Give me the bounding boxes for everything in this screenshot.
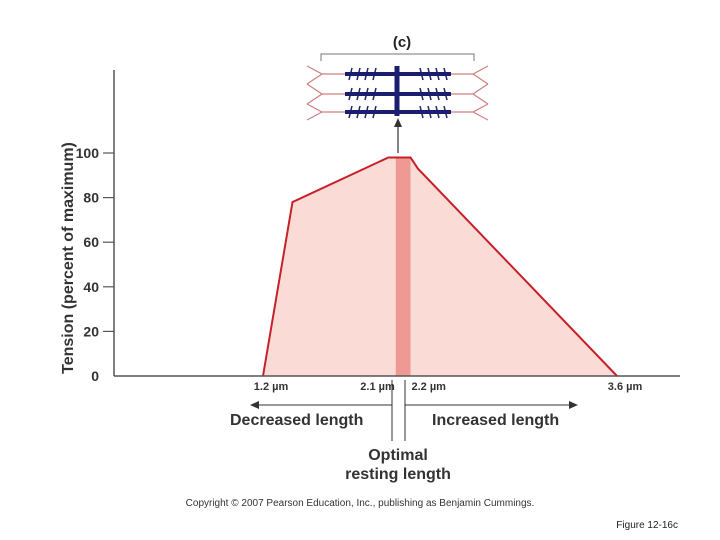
sarcomere-bracket <box>320 53 475 61</box>
tension-curve-line <box>262 156 618 377</box>
myosin-head <box>443 87 448 101</box>
myosin-head <box>419 87 424 101</box>
myosin-head <box>427 87 432 101</box>
x-ticks: 1.2 µm 2.1 µm 2.2 µm 3.6 µm <box>254 381 643 393</box>
figure-label: Figure 12-16c <box>616 520 678 531</box>
optimal-label-line1: Optimal <box>368 447 428 464</box>
myosin-head <box>348 87 353 101</box>
myosin-head <box>443 67 448 81</box>
myosin-head <box>419 105 424 119</box>
myosin-head <box>364 105 369 119</box>
increased-length-label: Increased length <box>432 412 559 429</box>
panel-label: (c) <box>393 34 411 51</box>
myosin-head <box>435 105 440 119</box>
myosin-head <box>372 87 377 101</box>
optimal-label-line2: resting length <box>345 466 451 483</box>
increased-arrowhead <box>569 401 578 409</box>
copyright-text: Copyright © 2007 Pearson Education, Inc.… <box>186 498 535 509</box>
y-tick-label: 20 <box>83 323 99 339</box>
y-tick-label: 60 <box>83 234 99 250</box>
y-axis-label: Tension (percent of maximum) <box>60 142 77 374</box>
myosin-head <box>364 87 369 101</box>
myosin-heads <box>348 67 448 119</box>
myosin-head <box>427 105 432 119</box>
y-ticks: 0 20 40 60 80 100 <box>76 145 114 384</box>
y-tick-label: 100 <box>76 145 100 161</box>
myosin-head <box>419 67 424 81</box>
myosin-head <box>356 87 361 101</box>
x-tick-label: 2.1 µm <box>360 381 395 393</box>
x-tick-label: 2.2 µm <box>412 381 447 393</box>
sarcomere-diagram: (c) <box>306 34 489 153</box>
y-tick-label: 80 <box>83 190 99 206</box>
x-tick-label: 3.6 µm <box>608 381 643 393</box>
tension-area <box>263 157 617 376</box>
peak-pointer-arrowhead <box>394 118 402 127</box>
myosin-head <box>348 67 353 81</box>
myosin-head <box>427 67 432 81</box>
myosin-head <box>435 67 440 81</box>
optimal-length-band <box>395 157 411 376</box>
myosin-head <box>364 67 369 81</box>
y-tick-label: 0 <box>91 368 99 384</box>
y-tick-label: 40 <box>83 279 99 295</box>
decreased-length-label: Decreased length <box>230 412 363 429</box>
x-tick-label: 1.2 µm <box>254 381 289 393</box>
myosin-filaments <box>345 66 451 116</box>
myosin-head <box>372 105 377 119</box>
myosin-head <box>356 67 361 81</box>
myosin-head <box>348 105 353 119</box>
myosin-head <box>356 105 361 119</box>
length-annotations: Decreased length Increased length Optima… <box>230 380 578 483</box>
decreased-arrowhead <box>250 401 259 409</box>
myosin-head <box>435 87 440 101</box>
myosin-head <box>372 67 377 81</box>
myosin-head <box>443 105 448 119</box>
